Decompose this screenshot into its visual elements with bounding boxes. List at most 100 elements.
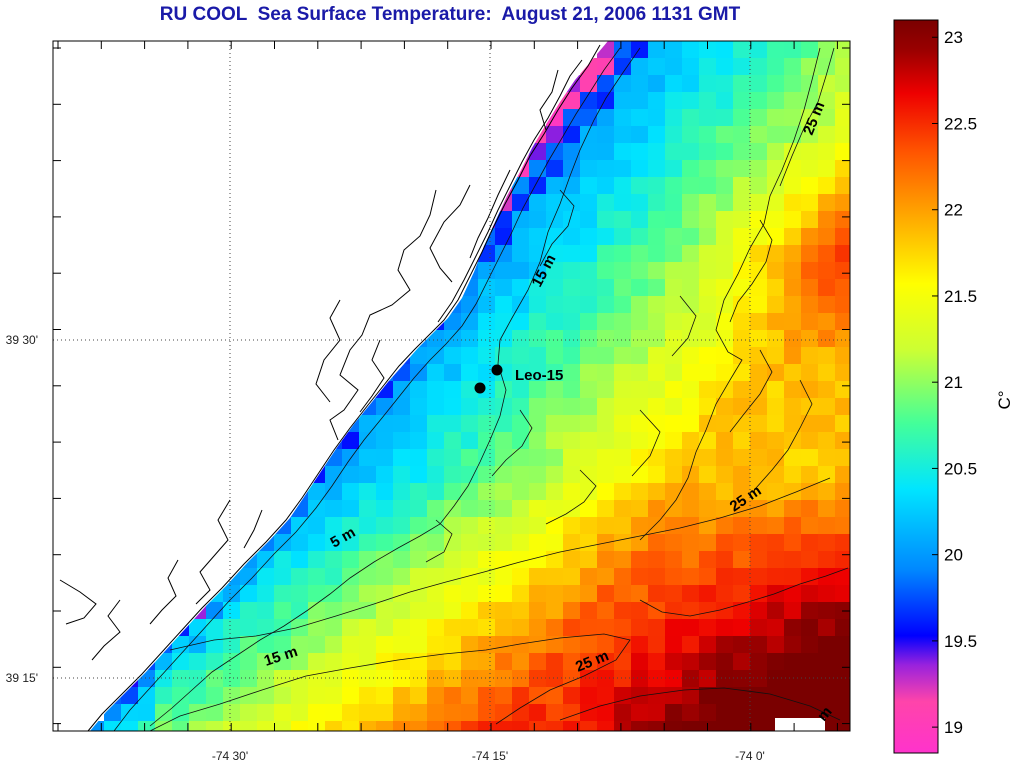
- sst-cell: [784, 92, 802, 110]
- sst-cell: [818, 177, 836, 195]
- sst-cell: [699, 313, 717, 331]
- map-title: RU COOL Sea Surface Temperature: August …: [159, 4, 741, 25]
- sst-cell: [512, 449, 530, 467]
- sst-cell: [495, 313, 513, 331]
- sst-cell: [835, 687, 850, 705]
- sst-cell: [580, 449, 598, 467]
- sst-cell: [767, 41, 785, 59]
- sst-cell: [325, 500, 343, 518]
- sst-cell: [648, 160, 666, 178]
- sst-cell: [784, 466, 802, 484]
- sst-cell: [614, 670, 632, 688]
- sst-cell: [784, 551, 802, 569]
- sst-cell: [240, 636, 258, 654]
- sst-cell: [682, 466, 700, 484]
- sst-cell: [818, 636, 836, 654]
- sst-cell: [597, 585, 615, 603]
- sst-cell: [818, 262, 836, 280]
- sst-cell: [478, 534, 496, 552]
- sst-cell: [716, 109, 734, 127]
- sst-cell: [614, 211, 632, 229]
- sst-cell: [835, 92, 850, 110]
- sst-cell: [597, 466, 615, 484]
- sst-cell: [580, 568, 598, 586]
- sst-cell: [461, 296, 479, 314]
- sst-cell: [716, 330, 734, 348]
- sst-cell: [478, 619, 496, 637]
- sst-cell: [767, 279, 785, 297]
- sst-cell: [597, 313, 615, 331]
- sst-cell: [767, 211, 785, 229]
- sst-cell: [240, 687, 258, 705]
- sst-cell: [767, 143, 785, 161]
- sst-cell: [580, 721, 598, 731]
- sst-cell: [733, 432, 751, 450]
- sst-cell: [631, 109, 649, 127]
- sst-cell: [461, 534, 479, 552]
- sst-cell: [291, 551, 309, 569]
- sst-cell: [223, 653, 241, 671]
- sst-cell: [801, 534, 819, 552]
- sst-cell: [733, 568, 751, 586]
- sst-cell: [478, 568, 496, 586]
- sst-cell: [614, 143, 632, 161]
- sst-cell: [733, 670, 751, 688]
- sst-cell: [580, 381, 598, 399]
- sst-cell: [750, 670, 768, 688]
- sst-cell: [682, 347, 700, 365]
- sst-cell: [529, 432, 547, 450]
- sst-cell: [648, 313, 666, 331]
- sst-cell: [597, 109, 615, 127]
- sst-cell: [495, 568, 513, 586]
- sst-cell: [393, 466, 411, 484]
- sst-cell: [274, 534, 292, 552]
- sst-cell: [648, 296, 666, 314]
- sst-cell: [784, 619, 802, 637]
- sst-cell: [682, 245, 700, 263]
- sst-cell: [767, 551, 785, 569]
- sst-cell: [359, 585, 377, 603]
- sst-cell: [580, 262, 598, 280]
- sst-cell: [784, 653, 802, 671]
- sst-cell: [342, 517, 360, 535]
- sst-cell: [682, 330, 700, 348]
- sst-cell: [665, 313, 683, 331]
- sst-cell: [427, 432, 445, 450]
- sst-cell: [665, 483, 683, 501]
- sst-cell: [478, 670, 496, 688]
- colorbar-tick-label: 22.5: [944, 114, 977, 133]
- sst-cell: [631, 364, 649, 382]
- sst-cell: [801, 279, 819, 297]
- sst-cell: [784, 228, 802, 246]
- sst-cell: [444, 653, 462, 671]
- sst-cell: [563, 143, 581, 161]
- sst-cell: [580, 602, 598, 620]
- sst-cell: [699, 296, 717, 314]
- sst-cell: [512, 432, 530, 450]
- sst-cell: [699, 245, 717, 263]
- sst-cell: [546, 415, 564, 433]
- sst-cell: [461, 330, 479, 348]
- sst-cell: [784, 296, 802, 314]
- sst-cell: [376, 585, 394, 603]
- sst-cell: [682, 721, 700, 731]
- sst-cell: [750, 313, 768, 331]
- sst-cell: [546, 619, 564, 637]
- sst-cell: [665, 432, 683, 450]
- sst-cell: [784, 517, 802, 535]
- sst-cell: [325, 704, 343, 722]
- sst-cell: [597, 568, 615, 586]
- sst-cell: [631, 194, 649, 212]
- sst-cell: [835, 296, 850, 314]
- sst-cell: [342, 636, 360, 654]
- sst-cell: [597, 279, 615, 297]
- sst-cell: [699, 636, 717, 654]
- station-marker-north: [491, 364, 503, 376]
- sst-cell: [546, 211, 564, 229]
- sst-cell: [206, 602, 224, 620]
- sst-cell: [138, 687, 156, 705]
- sst-cell: [648, 347, 666, 365]
- sst-cell: [461, 602, 479, 620]
- sst-cell: [512, 415, 530, 433]
